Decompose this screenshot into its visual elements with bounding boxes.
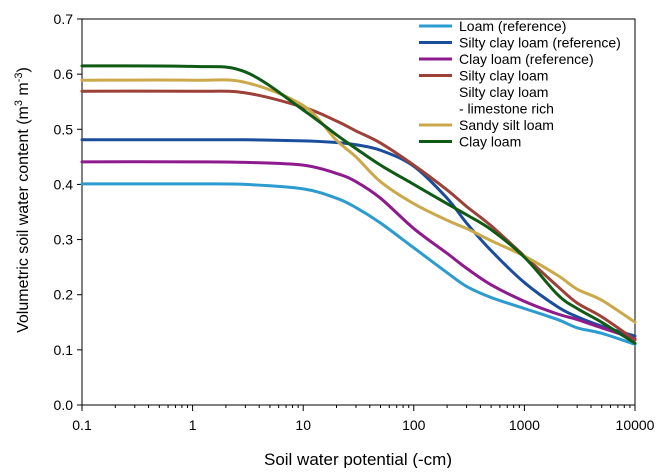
legend-label-sandy-silt-loam: Sandy silt loam (459, 117, 554, 133)
legend-label-silty-clay-loam-limestone-rich: - limestone rich (459, 101, 554, 117)
legend-label-silty-clay-loam-reference: Silty clay loam (reference) (459, 35, 621, 51)
y-tick-label: 0.4 (54, 176, 74, 192)
y-tick-label: 0.6 (54, 66, 74, 82)
x-tick-label: 0.1 (72, 417, 92, 433)
legend-label-silty-clay-loam-limestone-rich: Silty clay loam (459, 84, 548, 100)
plot-frame (81, 18, 636, 406)
x-axis-label: Soil water potential (-cm) (264, 450, 452, 468)
x-tick-label: 1 (189, 417, 197, 433)
legend-label-loam-reference: Loam (reference) (459, 18, 566, 34)
y-tick-label: 0.0 (54, 397, 74, 413)
series-line-loam-reference (80, 182, 637, 346)
axes: 0.0 0.1 0.2 0.3 0.4 0.5 0.6 0.7 0.1 1 10 100 1000 100… (54, 11, 655, 433)
y-tick-label: 0.3 (54, 232, 74, 248)
y-tick-label: 0.1 (54, 342, 74, 358)
x-tick-label: 1000 (509, 417, 540, 433)
x-tick-label: 100 (402, 417, 426, 433)
legend-label-clay-loam-reference: Clay loam (reference) (459, 51, 594, 67)
x-tick-label: 10 (295, 417, 311, 433)
series-line-sandy-silt-loam (80, 78, 637, 324)
y-tick-label: 0.7 (54, 11, 74, 27)
series-lines (80, 64, 637, 346)
y-axis-label: Volumetric soil water content (m3 m-3) (13, 67, 32, 333)
series-line-silty-clay-loam (80, 89, 637, 342)
legend: Loam (reference)Silty clay loam (referen… (419, 18, 621, 150)
y-tick-label: 0.5 (54, 121, 74, 137)
y-tick-label: 0.2 (54, 287, 74, 303)
legend-label-silty-clay-loam: Silty clay loam (459, 68, 548, 84)
series-line-clay-loam (80, 64, 637, 345)
legend-label-clay-loam: Clay loam (459, 134, 521, 150)
series-line-clay-loam-reference (80, 160, 637, 341)
series-line-silty-clay-loam-reference (80, 138, 637, 338)
x-tick-label: 10000 (616, 417, 655, 433)
